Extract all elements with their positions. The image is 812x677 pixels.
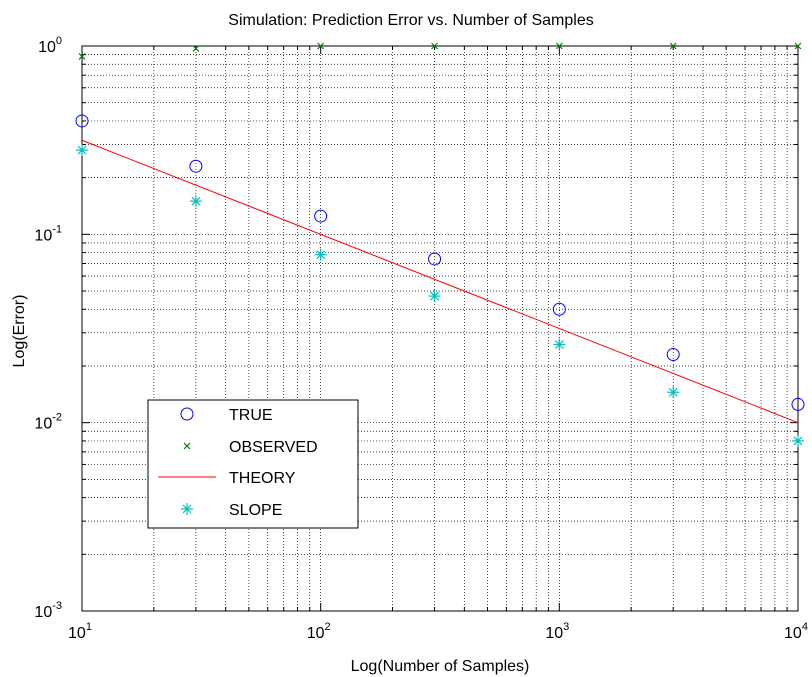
- series-true-point: [791, 397, 805, 411]
- x-tick-label: 103: [545, 621, 569, 642]
- series-observed-point: [555, 42, 563, 50]
- y-axis-label: Log(Error): [11, 295, 28, 368]
- series-true-point: [666, 348, 680, 362]
- legend-observed-marker: [183, 442, 191, 450]
- x-axis-label: Log(Number of Samples): [351, 658, 530, 675]
- series-slope-point-stroke: [554, 340, 564, 349]
- series-observed-point: [78, 53, 86, 60]
- series-slope-point-stroke: [191, 196, 201, 206]
- series-slope-point-stroke: [668, 387, 678, 397]
- chart-title: Simulation: Prediction Error vs. Number …: [228, 12, 593, 29]
- legend-true-marker: [180, 407, 194, 421]
- series-true-point: [314, 209, 328, 223]
- x-tick-label: 104: [784, 621, 808, 642]
- legend-slope-label: SLOPE: [229, 502, 282, 519]
- series-slope-point: [314, 248, 327, 261]
- legend-observed-label: OBSERVED: [229, 439, 318, 456]
- series-observed-point: [431, 42, 438, 50]
- axis-ticks: [81, 46, 798, 612]
- series-slope-point-stroke: [430, 291, 439, 301]
- legend-slope-marker-stroke: [182, 504, 192, 514]
- series-slope-point-stroke: [77, 145, 87, 155]
- series-observed-point-stroke: [794, 42, 802, 50]
- y-tick-label: 10-1: [34, 223, 62, 244]
- plot-area: [81, 45, 799, 612]
- series-observed-point-stroke: [78, 53, 86, 60]
- series-observed-point: [669, 42, 677, 50]
- legend-box: [147, 399, 359, 529]
- series-observed-point-stroke: [669, 42, 677, 50]
- series-slope-point: [553, 338, 566, 351]
- series-slope-point-stroke: [793, 436, 803, 446]
- x-tick-label: 102: [307, 621, 331, 642]
- legend-theory-label: THEORY: [229, 470, 296, 487]
- legend-observed-marker-stroke: [183, 442, 191, 450]
- series-slope-point: [189, 195, 202, 208]
- series-observed-point: [794, 42, 802, 50]
- series-observed-point-stroke: [555, 42, 563, 50]
- series: [75, 42, 805, 447]
- legend-true-label: TRUE: [229, 407, 273, 424]
- legend: TRUE OBSERVED THEORY SLOPE: [147, 399, 359, 529]
- y-tick-label: 100: [38, 35, 62, 56]
- legend-slope-marker: [181, 503, 193, 515]
- series-observed-point-stroke: [431, 42, 438, 50]
- series-slope-point-stroke: [316, 250, 326, 260]
- series-slope-point: [76, 144, 88, 157]
- series-true-point: [552, 302, 566, 316]
- series-observed-point: [192, 45, 200, 52]
- tick-labels: 101 102 103 104 10-3 10-2 10-1 100: [34, 35, 808, 642]
- series-slope-point: [792, 434, 804, 447]
- x-tick-label: 101: [68, 621, 92, 642]
- series-true-point: [189, 159, 203, 173]
- series-true-point: [75, 114, 89, 128]
- grid: [82, 46, 798, 611]
- y-tick-label: 10-2: [34, 412, 62, 433]
- series-theory-line: [81, 139, 799, 424]
- series-slope-point: [428, 290, 441, 303]
- series-observed-point: [317, 42, 325, 50]
- series-observed-point-stroke: [192, 45, 200, 52]
- series-true-point: [428, 252, 442, 266]
- y-tick-label: 10-3: [34, 600, 62, 621]
- series-observed-point-stroke: [317, 42, 325, 50]
- series-slope-point: [667, 386, 680, 399]
